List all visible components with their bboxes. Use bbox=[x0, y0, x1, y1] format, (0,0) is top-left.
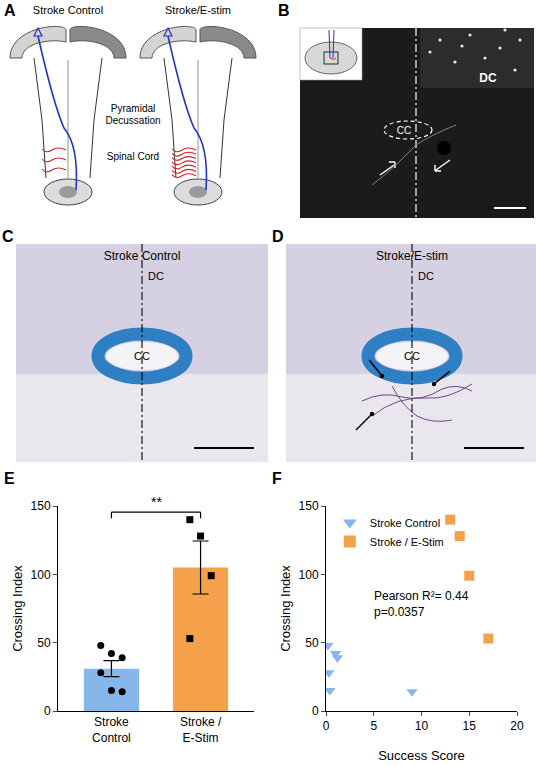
svg-text:C: C bbox=[2, 228, 14, 245]
svg-text:Stroke/E-stim: Stroke/E-stim bbox=[165, 4, 231, 16]
svg-text:Stroke /E-Stim: Stroke /E-Stim bbox=[180, 715, 222, 745]
svg-text:150: 150 bbox=[31, 499, 51, 513]
svg-text:Stroke Control: Stroke Control bbox=[104, 249, 181, 263]
svg-text:20: 20 bbox=[510, 719, 524, 733]
svg-text:100: 100 bbox=[31, 568, 51, 582]
svg-text:150: 150 bbox=[299, 499, 319, 513]
svg-text:A: A bbox=[4, 2, 16, 19]
svg-text:Stroke/E-stim: Stroke/E-stim bbox=[376, 249, 448, 263]
svg-text:0: 0 bbox=[323, 719, 330, 733]
svg-text:Pearson R²= 0.44p=0.0357: Pearson R²= 0.44p=0.0357 bbox=[374, 589, 469, 619]
svg-text:Stroke Control: Stroke Control bbox=[370, 517, 440, 529]
svg-text:15: 15 bbox=[463, 719, 477, 733]
svg-text:100: 100 bbox=[299, 568, 319, 582]
svg-text:B: B bbox=[278, 2, 290, 19]
svg-text:0: 0 bbox=[312, 704, 319, 718]
svg-text:CC: CC bbox=[404, 350, 420, 362]
svg-text:D: D bbox=[272, 228, 284, 245]
svg-text:Crossing Index: Crossing Index bbox=[278, 565, 293, 652]
html-text:F: F bbox=[272, 470, 282, 487]
svg-text:5: 5 bbox=[370, 719, 377, 733]
svg-text:Pyramidal: Pyramidal bbox=[111, 103, 155, 114]
svg-text:CC: CC bbox=[397, 125, 411, 136]
svg-text:Crossing Index: Crossing Index bbox=[10, 565, 25, 652]
svg-text:Decussation: Decussation bbox=[105, 115, 160, 126]
svg-text:DC: DC bbox=[418, 270, 434, 282]
svg-text:0: 0 bbox=[44, 704, 51, 718]
svg-text:50: 50 bbox=[305, 636, 319, 650]
svg-text:StrokeControl: StrokeControl bbox=[92, 715, 131, 745]
svg-text:10: 10 bbox=[415, 719, 429, 733]
svg-text:DC: DC bbox=[479, 71, 497, 85]
svg-text:Stroke Control: Stroke Control bbox=[33, 4, 103, 16]
svg-text:CC: CC bbox=[134, 350, 150, 362]
html-text:E: E bbox=[4, 470, 15, 487]
svg-text:Stroke / E-Stim: Stroke / E-Stim bbox=[370, 536, 444, 548]
svg-text:Spinal Cord: Spinal Cord bbox=[107, 151, 159, 162]
svg-text:50: 50 bbox=[37, 636, 51, 650]
svg-text:**: ** bbox=[151, 494, 162, 510]
svg-text:Success Score: Success Score bbox=[378, 748, 465, 763]
svg-text:DC: DC bbox=[148, 270, 164, 282]
